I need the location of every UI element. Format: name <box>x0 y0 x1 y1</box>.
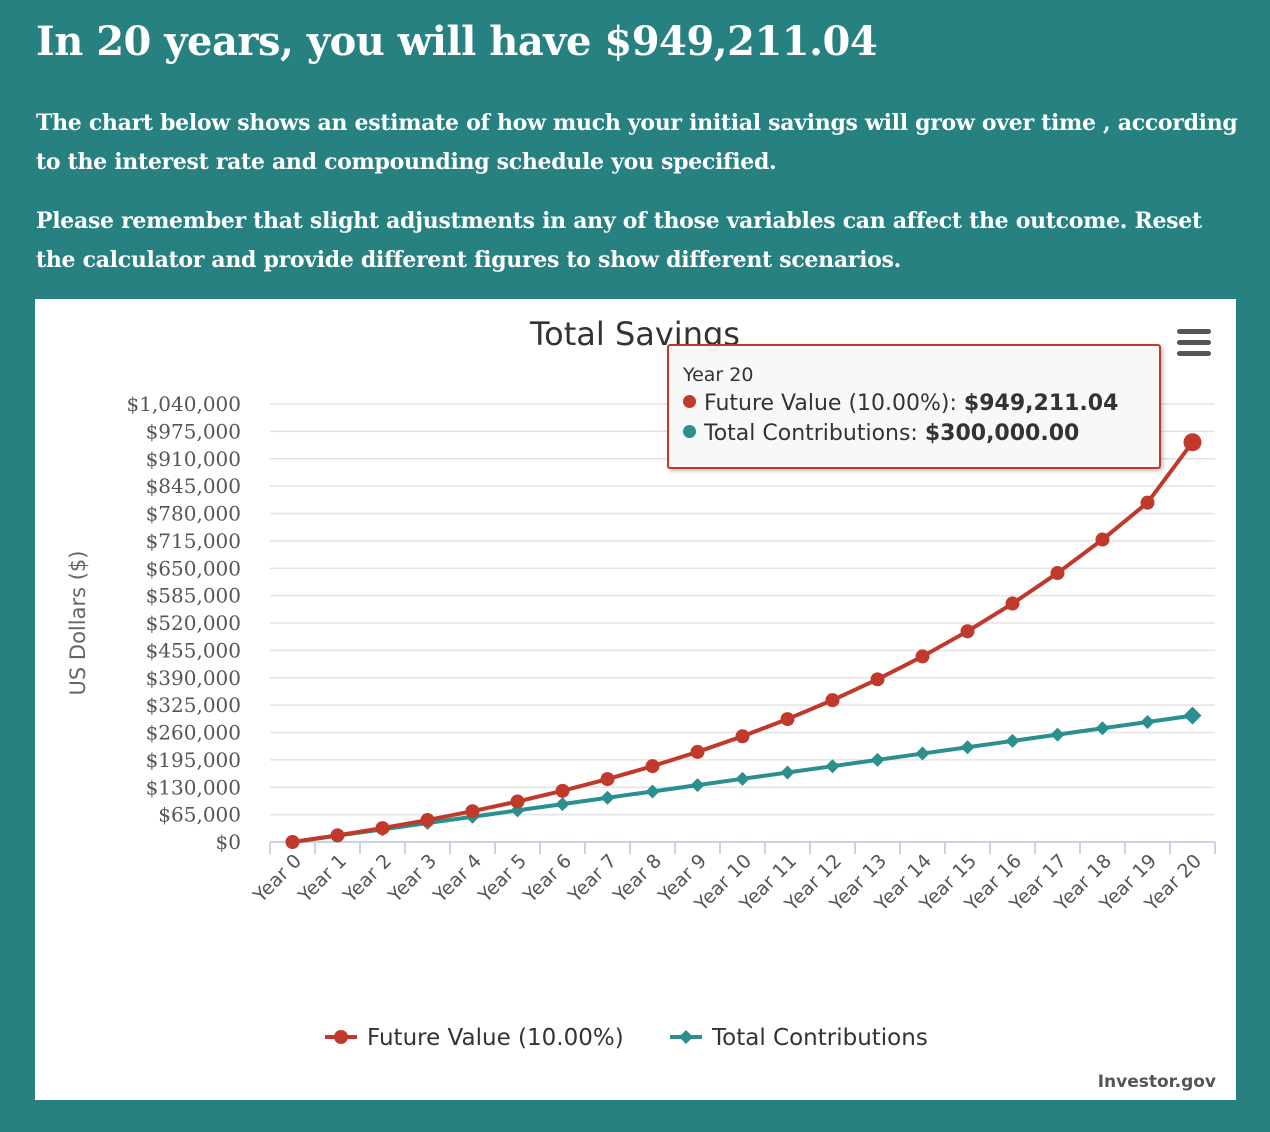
data-point[interactable] <box>735 729 750 744</box>
intro-paragraph: The chart below shows an estimate of how… <box>36 110 1238 175</box>
hamburger-menu-icon <box>1177 329 1211 334</box>
y-tick-label: $650,000 <box>146 556 241 580</box>
tooltip-row-future-value: Future Value (10.00%): $949,211.04 <box>683 391 1118 416</box>
data-point[interactable] <box>1095 721 1110 736</box>
data-point[interactable] <box>1183 706 1202 725</box>
hamburger-menu-icon-bar <box>1177 340 1211 345</box>
data-point[interactable] <box>690 744 705 759</box>
data-point[interactable] <box>1005 596 1020 611</box>
data-point[interactable] <box>780 712 795 727</box>
data-point[interactable] <box>690 778 705 793</box>
y-tick-label: $130,000 <box>146 775 241 799</box>
page-headline: In 20 years, you will have $949,211.04 <box>36 18 878 65</box>
tooltip-label: Future Value (10.00%): <box>704 391 964 416</box>
x-tick-label: Year 3 <box>384 850 442 908</box>
data-point[interactable] <box>960 624 975 639</box>
data-point[interactable] <box>600 790 615 805</box>
total-contributions-dot-icon <box>683 425 696 438</box>
y-axis-title: US Dollars ($) <box>66 551 90 696</box>
data-point[interactable] <box>555 783 570 798</box>
x-tick-label: Year 8 <box>609 850 667 908</box>
data-point[interactable] <box>780 765 795 780</box>
data-point[interactable] <box>870 672 885 687</box>
y-tick-label: $780,000 <box>146 502 241 526</box>
data-point[interactable] <box>285 835 300 849</box>
data-point[interactable] <box>960 740 975 755</box>
y-tick-label: $0 <box>216 830 241 854</box>
legend-item[interactable]: Future Value (10.00%) <box>325 1025 624 1051</box>
y-tick-label: $715,000 <box>146 529 241 553</box>
chart-tooltip: Year 20 Future Value (10.00%): $949,211.… <box>667 344 1161 469</box>
y-tick-label: $585,000 <box>146 584 241 608</box>
data-point[interactable] <box>645 759 660 774</box>
x-tick-label: Year 0 <box>249 850 307 908</box>
legend-marker-icon <box>679 1030 693 1044</box>
data-point[interactable] <box>510 794 525 809</box>
legend-item[interactable]: Total Contributions <box>670 1025 928 1051</box>
data-point[interactable] <box>465 804 480 819</box>
data-point[interactable] <box>375 821 390 836</box>
data-point[interactable] <box>1050 727 1065 742</box>
savings-chart: Total Savings $0$65,000$130,000$195,000$… <box>66 315 1216 1051</box>
data-point[interactable] <box>420 813 435 828</box>
data-point[interactable] <box>1095 532 1110 547</box>
data-point[interactable] <box>555 797 570 812</box>
y-tick-label: $1,040,000 <box>126 392 241 416</box>
y-tick-label: $520,000 <box>146 611 241 635</box>
tooltip-header: Year 20 <box>683 364 754 386</box>
tooltip-value: $949,211.04 <box>963 391 1119 416</box>
legend-label: Total Contributions <box>711 1025 928 1051</box>
x-tick-label: Year 2 <box>339 850 397 908</box>
x-tick-label: Year 6 <box>519 850 577 908</box>
tooltip-row-total-contributions: Total Contributions: $300,000.00 <box>683 421 1079 446</box>
data-point[interactable] <box>600 772 615 787</box>
future-value-dot-icon <box>683 395 696 408</box>
chart-container: Total Savings $0 $65,000 $130,000 $195,000 $… <box>35 299 1236 1100</box>
y-tick-label: $975,000 <box>146 419 241 443</box>
data-point[interactable] <box>1140 714 1155 729</box>
hamburger-menu-icon-bar <box>1177 351 1211 356</box>
legend-marker-icon <box>334 1030 348 1044</box>
data-point[interactable] <box>915 746 930 761</box>
data-point[interactable] <box>735 771 750 786</box>
data-point[interactable] <box>330 828 345 843</box>
y-tick-label: $910,000 <box>146 447 241 471</box>
data-point[interactable] <box>825 759 840 774</box>
y-tick-label: $455,000 <box>146 638 241 662</box>
y-tick-label: $65,000 <box>158 803 241 827</box>
data-point[interactable] <box>1050 566 1065 581</box>
data-point[interactable] <box>645 784 660 799</box>
x-tick-label: Year 7 <box>564 850 622 908</box>
y-tick-label: $325,000 <box>146 693 241 717</box>
tooltip-label: Total Contributions: <box>704 421 925 446</box>
credits-link[interactable]: Investor.gov <box>1097 1072 1216 1092</box>
data-point[interactable] <box>915 649 930 664</box>
data-point[interactable] <box>1183 433 1202 452</box>
data-point[interactable] <box>825 693 840 708</box>
data-point[interactable] <box>1005 733 1020 748</box>
y-tick-label: $845,000 <box>146 474 241 498</box>
legend-label: Future Value (10.00%) <box>367 1025 624 1051</box>
chart-menu-button[interactable] <box>1171 323 1217 363</box>
y-tick-label: $260,000 <box>146 721 241 745</box>
data-point[interactable] <box>870 752 885 767</box>
tooltip-value: $300,000.00 <box>924 421 1080 446</box>
x-tick-label: Year 5 <box>474 850 532 908</box>
disclaimer-paragraph: Please remember that slight adjustments … <box>36 208 1202 273</box>
data-point[interactable] <box>1140 495 1155 510</box>
y-tick-label: $390,000 <box>146 666 241 690</box>
x-tick-label: Year 1 <box>294 850 352 908</box>
x-tick-label: Year 4 <box>429 850 487 908</box>
y-tick-label: $195,000 <box>146 748 241 772</box>
